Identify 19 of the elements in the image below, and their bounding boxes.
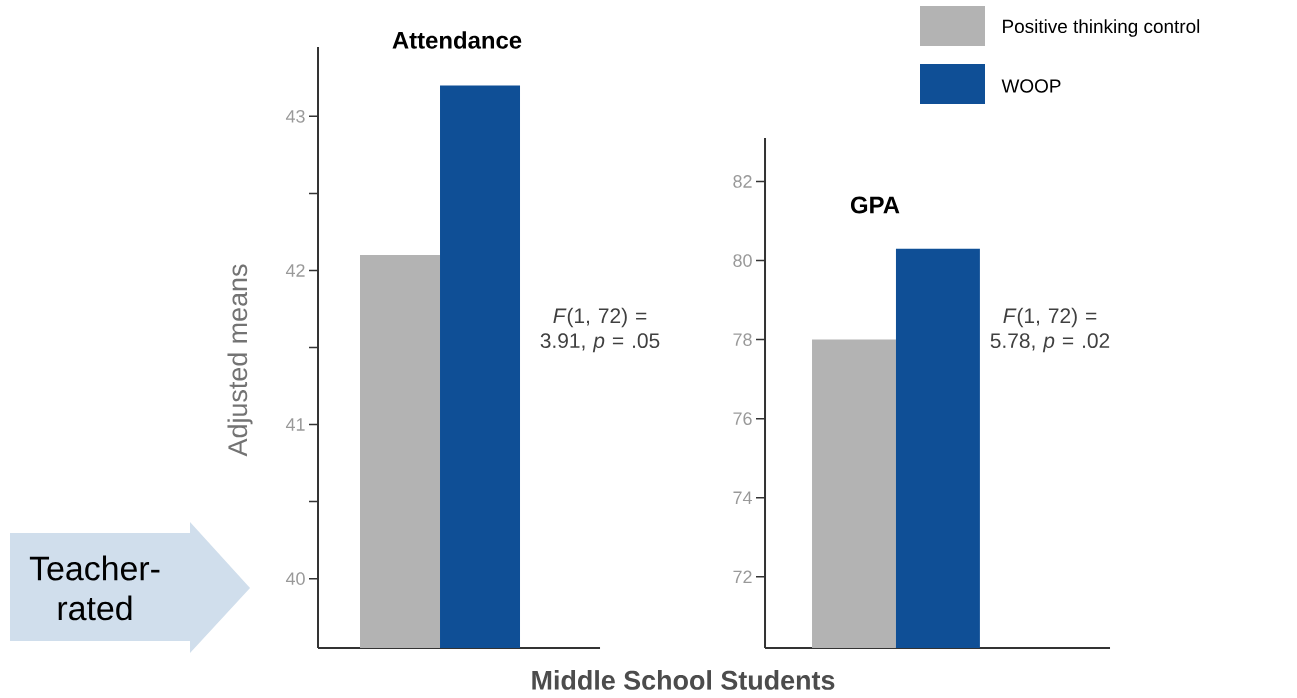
y-tick-label: 74 <box>733 491 752 504</box>
y-tick-label: 82 <box>733 175 752 188</box>
y-tick-label: 40 <box>285 572 305 585</box>
text: Teacher-rated <box>29 555 160 621</box>
y-tick-label: 80 <box>733 254 752 267</box>
annotation: F(1, 72) = 3.91, p = .05 <box>540 307 660 353</box>
y-tick-label: 43 <box>285 109 305 123</box>
chart-title: Attendance <box>392 31 522 49</box>
y-tick-label: 78 <box>733 333 752 346</box>
y-tick-label: 76 <box>733 412 752 426</box>
annotation: F(1, 72) = 5.78, p = .02 <box>990 307 1110 353</box>
y-tick-label: 41 <box>285 418 305 431</box>
legend-label: WOOP <box>1001 79 1061 93</box>
y-tick-label: 42 <box>285 264 305 277</box>
x-axis-title: Middle School Students <box>532 670 835 690</box>
text: GPA <box>850 196 900 214</box>
y-tick-label: 72 <box>733 570 752 584</box>
y-axis-title: Adjusted means <box>227 264 253 457</box>
legend-label: Positive thinking control <box>1003 19 1200 37</box>
